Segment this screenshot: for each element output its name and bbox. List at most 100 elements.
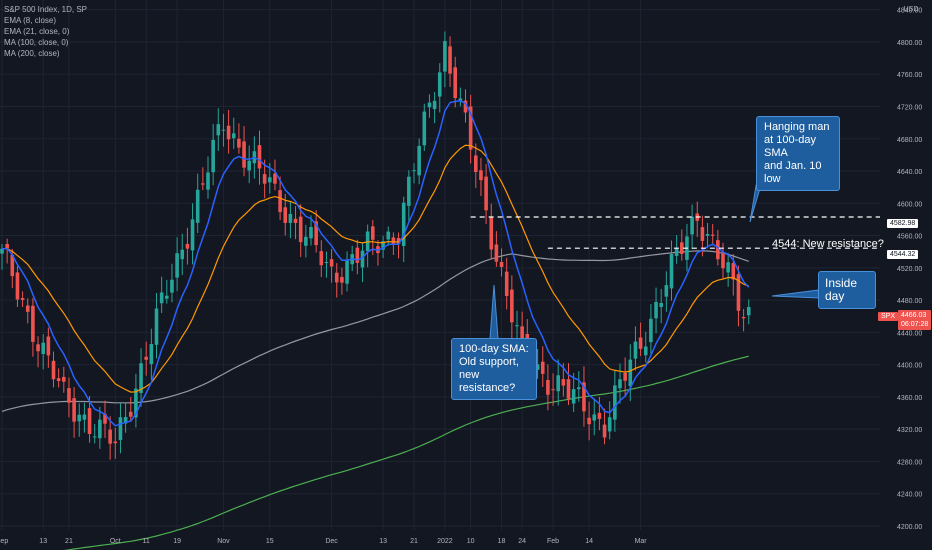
y-tick-label: 4360.00 [897, 395, 922, 402]
ema21-path [2, 144, 750, 393]
candle-body [268, 177, 272, 183]
candle-body [216, 124, 221, 136]
candle-body [340, 276, 344, 283]
x-tick-label: 13 [379, 538, 387, 545]
ma200-path [63, 355, 749, 550]
candle-body [582, 382, 586, 412]
candle-body [607, 417, 612, 432]
last-price: 4466.03 [901, 312, 927, 319]
level1-price-tag: 4582.98 [887, 219, 919, 228]
candle-body [87, 408, 92, 435]
x-tick-label: Dec [325, 538, 338, 545]
x-tick-label: Feb [547, 538, 559, 545]
candle-body [82, 414, 87, 420]
candle-body [746, 307, 751, 316]
candle-body [180, 249, 185, 260]
candle-body [618, 379, 622, 389]
candle-body [334, 272, 339, 283]
y-tick-label: 4600.00 [897, 201, 922, 208]
candle-body [134, 388, 138, 418]
candle-body [540, 361, 545, 374]
resistance-levels [470, 216, 880, 249]
candle-body [443, 41, 447, 72]
y-tick-label: 4320.00 [897, 427, 922, 434]
x-tick-label: 24 [518, 538, 526, 545]
candle-body [345, 260, 349, 284]
y-tick-label: 4560.00 [897, 234, 922, 241]
time-axis[interactable]: Sep 13 21 Oct 11 19 Nov 15 Dec 13 21 2022 10 18 24 Feb 1… [0, 538, 647, 545]
legend-ema8[interactable]: EMA (8, close) [4, 16, 57, 25]
candle-body [165, 295, 169, 299]
candle-body [654, 301, 658, 319]
inside-day-callout: Inside day [818, 271, 876, 309]
candle-body [546, 380, 550, 395]
x-tick-label: 15 [266, 538, 274, 545]
y-tick-label: 4280.00 [897, 459, 922, 466]
legend-title: S&P 500 Index, 1D, SP [4, 5, 88, 14]
candle-body [643, 346, 648, 356]
candle-body [432, 100, 437, 110]
ma100-line [1, 250, 749, 412]
candle-body [664, 285, 669, 297]
candle-body [535, 364, 540, 370]
candle-body [273, 173, 277, 184]
candle-body [360, 250, 365, 268]
price-axis[interactable]: USD 4200.00 4240.00 4280.00 4320.00 4360.00 44… [897, 6, 922, 531]
symbol-tag: SPX [878, 312, 899, 321]
candle-body [520, 326, 524, 340]
candle-body [288, 213, 293, 223]
candle-body [633, 341, 638, 359]
candle-body [25, 305, 30, 312]
candle-body [587, 417, 591, 425]
candle-body [242, 141, 246, 168]
candle-body [458, 98, 463, 102]
candle-body [401, 202, 406, 246]
candle-body [638, 337, 643, 349]
candle-body [10, 254, 15, 277]
y-tick-label: 4520.00 [897, 266, 922, 273]
candle-body [309, 227, 313, 239]
candle-body [417, 145, 421, 176]
candle-body [427, 102, 432, 108]
candle-body [20, 298, 25, 300]
candle-body [262, 174, 267, 184]
candle-body [92, 436, 97, 438]
candle-body [257, 145, 262, 169]
candle-body [736, 274, 741, 311]
candle-body [556, 375, 560, 392]
x-tick-label: 19 [173, 538, 181, 545]
y-tick-label: 4480.00 [897, 298, 922, 305]
candle-body [391, 237, 396, 244]
candle-body [237, 138, 241, 148]
new-resistance-note: 4544: New resistance? [772, 238, 884, 250]
x-tick-label: 18 [498, 538, 506, 545]
ema21-line [2, 144, 750, 393]
candle-body [293, 218, 298, 224]
candle-body [77, 414, 82, 422]
candle-body [669, 254, 674, 289]
candle-body [700, 227, 705, 241]
candle-body [231, 133, 236, 139]
x-tick-label: Sep [0, 538, 8, 545]
candle-body [314, 221, 318, 246]
x-tick-label: Mar [635, 538, 648, 545]
candle-body [649, 318, 653, 343]
candle-body [515, 325, 519, 327]
candle-body [283, 207, 288, 223]
candle-body [494, 244, 499, 262]
candle-body [67, 388, 71, 403]
candle-body [628, 359, 633, 387]
legend-ma200[interactable]: MA (200, close) [4, 49, 60, 58]
candle-body [46, 336, 51, 356]
y-tick-label: 4720.00 [897, 104, 922, 111]
candle-body [613, 385, 617, 420]
indicator-legend[interactable]: S&P 500 Index, 1D, SP EMA (8, close) EMA… [4, 4, 87, 59]
candle-body [329, 259, 334, 267]
legend-ma100[interactable]: MA (100, close, 0) [4, 38, 69, 47]
candle-body [149, 344, 154, 365]
candles[interactable] [0, 31, 751, 460]
candle-body [437, 72, 442, 97]
legend-ema21[interactable]: EMA (21, close, 0) [4, 27, 70, 36]
candle-body [15, 272, 20, 300]
